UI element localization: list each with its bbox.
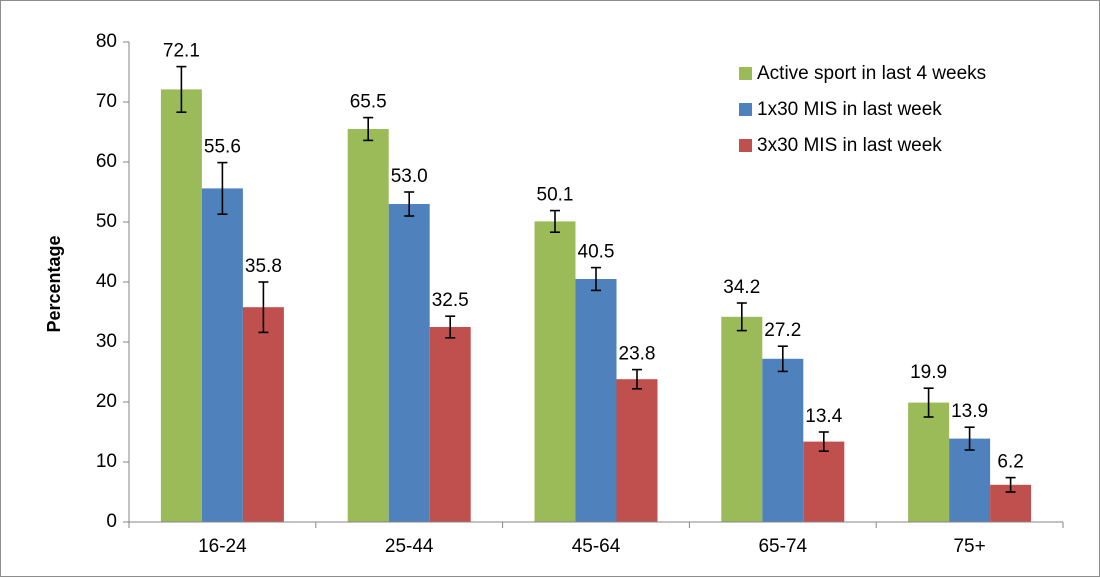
data-label: 13.4 (805, 406, 842, 427)
y-tick-label: 0 (106, 511, 117, 532)
bar (721, 316, 763, 522)
x-category-label: 16-24 (198, 536, 247, 557)
x-category-label: 65-74 (758, 536, 807, 557)
y-tick-label: 40 (96, 271, 117, 292)
bar (160, 89, 202, 523)
data-label: 55.6 (204, 137, 241, 158)
y-tick-label: 50 (96, 211, 117, 232)
y-tick-label: 60 (96, 151, 117, 172)
data-label: 32.5 (432, 290, 469, 311)
legend-label: 1x30 MIS in last week (757, 99, 942, 120)
x-category-label: 25-44 (385, 536, 434, 557)
bar (575, 279, 617, 522)
legend-label: Active sport in last 4 weeks (757, 63, 986, 84)
bar (762, 358, 804, 522)
data-label: 65.5 (350, 92, 387, 113)
data-label: 53.0 (391, 166, 428, 187)
x-category-label: 45-64 (572, 536, 621, 557)
bar (388, 204, 430, 522)
bar (803, 441, 845, 522)
bar (616, 379, 658, 522)
y-tick-label: 20 (96, 391, 117, 412)
data-label: 23.8 (619, 344, 656, 365)
legend-swatch (739, 67, 752, 80)
y-tick-label: 80 (96, 31, 117, 52)
data-label: 72.1 (163, 41, 200, 62)
data-label: 13.9 (951, 401, 988, 422)
data-label: 50.1 (537, 185, 574, 206)
data-label: 34.2 (723, 277, 760, 298)
y-tick-label: 10 (96, 451, 117, 472)
y-tick-label: 70 (96, 91, 117, 112)
bar (429, 327, 471, 522)
legend-swatch (739, 103, 752, 116)
legend-label: 3x30 MIS in last week (757, 135, 942, 156)
x-category-label: 75+ (953, 536, 985, 557)
data-label: 40.5 (578, 242, 615, 263)
y-tick-label: 30 (96, 331, 117, 352)
data-label: 6.2 (997, 452, 1023, 473)
y-axis-title: Percentage (44, 235, 64, 332)
bar (534, 221, 576, 522)
bar (347, 129, 389, 522)
bar (908, 402, 950, 522)
legend-swatch (739, 139, 752, 152)
bar (201, 188, 243, 522)
data-label: 35.8 (245, 256, 282, 277)
bar (949, 438, 991, 522)
data-label: 19.9 (910, 362, 947, 383)
data-label: 27.2 (764, 320, 801, 341)
bar (242, 307, 284, 522)
